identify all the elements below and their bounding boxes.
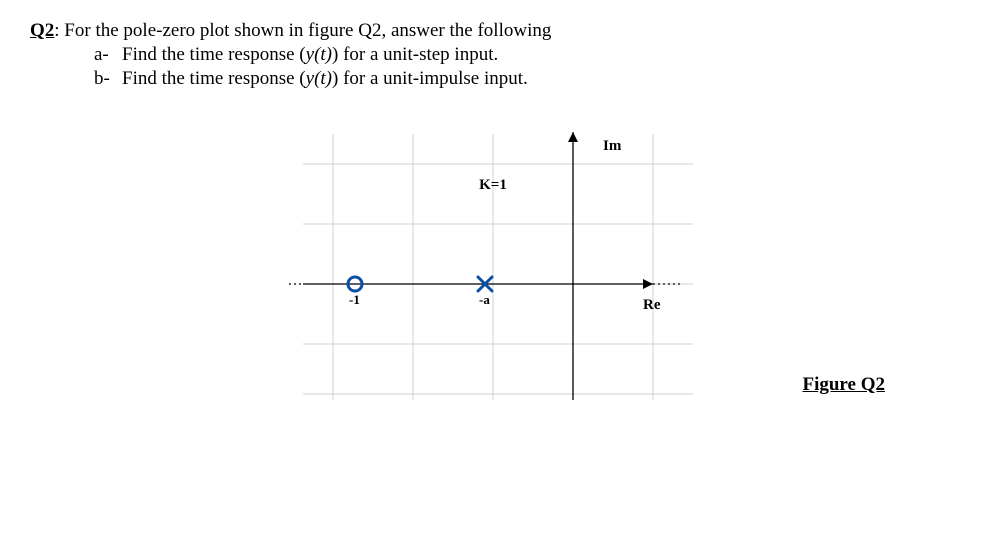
item-a-var: y(t) bbox=[306, 44, 332, 65]
item-bullet-a: a- bbox=[94, 44, 122, 66]
question-sublist: a-Find the time response (y(t)) for a un… bbox=[30, 44, 975, 90]
zero-label: -1 bbox=[349, 292, 360, 307]
item-a-before: Find the time response ( bbox=[122, 44, 306, 65]
item-b-var: y(t) bbox=[306, 68, 332, 89]
pole-label: -a bbox=[479, 292, 490, 307]
item-bullet-b: b- bbox=[94, 68, 122, 90]
im-axis-label: Im bbox=[603, 138, 622, 154]
question-line: Q2: For the pole-zero plot shown in figu… bbox=[30, 20, 975, 42]
question-label: Q2 bbox=[30, 20, 54, 41]
question-text: : For the pole-zero plot shown in figure… bbox=[54, 20, 551, 41]
question-item-b: b-Find the time response (y(t)) for a un… bbox=[94, 68, 975, 90]
re-axis-label: Re bbox=[643, 297, 661, 313]
figure-caption: Figure Q2 bbox=[802, 374, 885, 396]
gain-label: K=1 bbox=[479, 177, 507, 193]
item-b-after: ) for a unit-impulse input. bbox=[332, 68, 528, 89]
plot-container: Im Re K=1 -1 -a Figure Q2 bbox=[30, 114, 975, 410]
question-item-a: a-Find the time response (y(t)) for a un… bbox=[94, 44, 975, 66]
item-a-after: ) for a unit-step input. bbox=[332, 44, 498, 65]
pole-zero-plot: Im Re K=1 -1 -a bbox=[263, 114, 743, 404]
item-b-before: Find the time response ( bbox=[122, 68, 306, 89]
